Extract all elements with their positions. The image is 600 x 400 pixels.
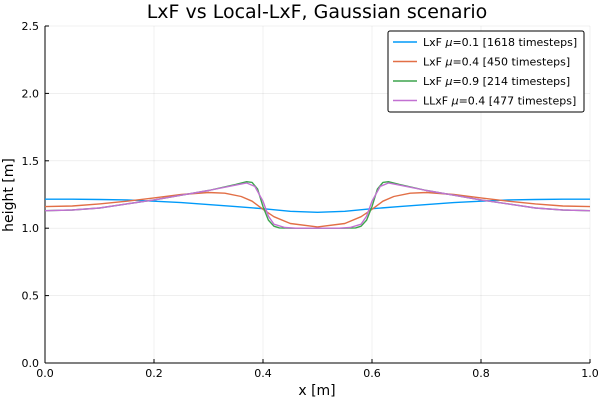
legend-label-mu: μ bbox=[444, 56, 452, 69]
x-tick-label: 0.6 bbox=[363, 367, 381, 380]
legend-label-mu: μ bbox=[451, 95, 459, 108]
legend-entry: LxF μ=0.9 [214 timesteps] bbox=[423, 75, 570, 88]
legend-label-prefix: LxF bbox=[423, 75, 445, 88]
y-tick-label: 1.0 bbox=[22, 222, 40, 235]
legend-label-suffix: =0.1 [1618 timesteps] bbox=[452, 36, 577, 49]
legend-label-prefix: LLxF bbox=[423, 95, 452, 108]
x-tick-label: 0.2 bbox=[145, 367, 163, 380]
x-tick-label: 0.0 bbox=[36, 367, 54, 380]
tick-labels: 0.0 0.2 0.4 0.6 0.8 1.0 0.0 0.5 1.0 1.5 2.0 2.5 bbox=[22, 20, 599, 380]
legend-label-suffix: =0.4 [450 timesteps] bbox=[452, 56, 570, 69]
y-tick-label: 1.5 bbox=[22, 155, 40, 168]
legend: LxF μ=0.1 [1618 timesteps]LxF μ=0.4 [450… bbox=[387, 30, 585, 113]
series-layer bbox=[44, 180, 591, 229]
x-tick-label: 1.0 bbox=[581, 367, 599, 380]
legend-label-suffix: =0.9 [214 timesteps] bbox=[452, 75, 570, 88]
legend-entry: LLxF μ=0.4 [477 timesteps] bbox=[423, 95, 576, 108]
legend-label-mu: μ bbox=[444, 36, 452, 49]
legend-entry: LxF μ=0.1 [1618 timesteps] bbox=[423, 36, 577, 49]
legend-entry: LxF μ=0.4 [450 timesteps] bbox=[423, 56, 570, 69]
axes bbox=[44, 25, 591, 364]
legend-label-suffix: =0.4 [477 timesteps] bbox=[459, 95, 577, 108]
legend-label-prefix: LxF bbox=[423, 56, 445, 69]
series-line-4 bbox=[44, 182, 591, 229]
legend-label-mu: μ bbox=[444, 75, 452, 88]
chart-title: LxF vs Local-LxF, Gaussian scenario bbox=[147, 1, 488, 23]
y-tick-label: 0.0 bbox=[22, 357, 40, 370]
y-axis-title: height [m] bbox=[1, 158, 17, 232]
x-axis-title: x [m] bbox=[298, 383, 335, 399]
y-tick-label: 2.0 bbox=[22, 87, 40, 100]
x-tick-label: 0.8 bbox=[472, 367, 490, 380]
y-tick-label: 2.5 bbox=[22, 20, 40, 33]
series-line-2 bbox=[44, 191, 591, 228]
legend-label-prefix: LxF bbox=[423, 36, 445, 49]
y-tick-label: 0.5 bbox=[22, 290, 40, 303]
legend-box bbox=[387, 30, 585, 113]
x-tick-label: 0.4 bbox=[254, 367, 272, 380]
